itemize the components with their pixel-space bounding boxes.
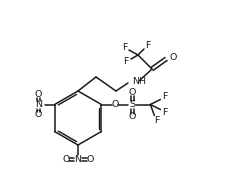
Text: O: O <box>62 154 70 164</box>
Text: F: F <box>154 116 159 125</box>
Text: O: O <box>86 154 94 164</box>
Text: S: S <box>129 100 135 109</box>
Text: NH: NH <box>132 77 146 86</box>
Text: N: N <box>35 100 42 109</box>
Text: O: O <box>112 100 119 109</box>
Text: F: F <box>145 40 151 50</box>
Text: N: N <box>75 154 82 164</box>
Text: O: O <box>170 52 177 62</box>
Text: O: O <box>129 88 136 97</box>
Text: O: O <box>35 110 42 119</box>
Text: F: F <box>162 108 167 117</box>
Text: F: F <box>162 92 167 101</box>
Text: O: O <box>129 112 136 121</box>
Text: O: O <box>35 90 42 99</box>
Text: F: F <box>123 56 129 66</box>
Text: F: F <box>122 43 128 51</box>
